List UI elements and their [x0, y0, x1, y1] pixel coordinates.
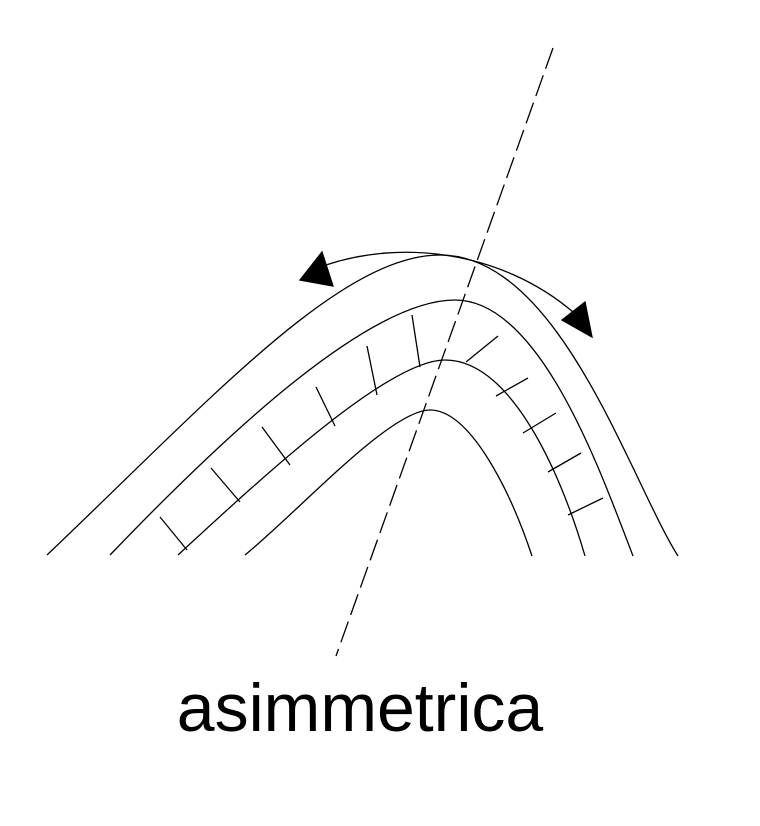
- bed-thickness-tick: [315, 386, 336, 427]
- shear-arrow-right: [560, 300, 593, 339]
- axial-plane-line: [335, 47, 554, 657]
- shear-arrow-left: [298, 250, 334, 287]
- fold-layer-2: [109, 299, 634, 557]
- bed-thickness-tick: [159, 516, 188, 551]
- bed-thickness-ticks: [159, 314, 604, 551]
- bed-thickness-tick: [522, 412, 557, 434]
- bed-thickness-tick: [547, 452, 582, 473]
- shear-arc: [325, 251, 574, 313]
- bed-thickness-tick: [495, 377, 529, 397]
- bed-thickness-tick: [411, 314, 421, 368]
- diagram-caption: asimmetrica: [176, 670, 544, 746]
- bed-thickness-tick: [366, 345, 378, 396]
- fold-layer-1: [46, 254, 679, 557]
- bed-thickness-tick: [567, 497, 604, 516]
- bed-thickness-tick: [210, 467, 241, 503]
- fold-layer-3: [177, 359, 586, 557]
- bed-thickness-tick: [465, 335, 499, 363]
- bed-thickness-tick: [261, 426, 291, 466]
- fold-layer-4: [244, 409, 533, 557]
